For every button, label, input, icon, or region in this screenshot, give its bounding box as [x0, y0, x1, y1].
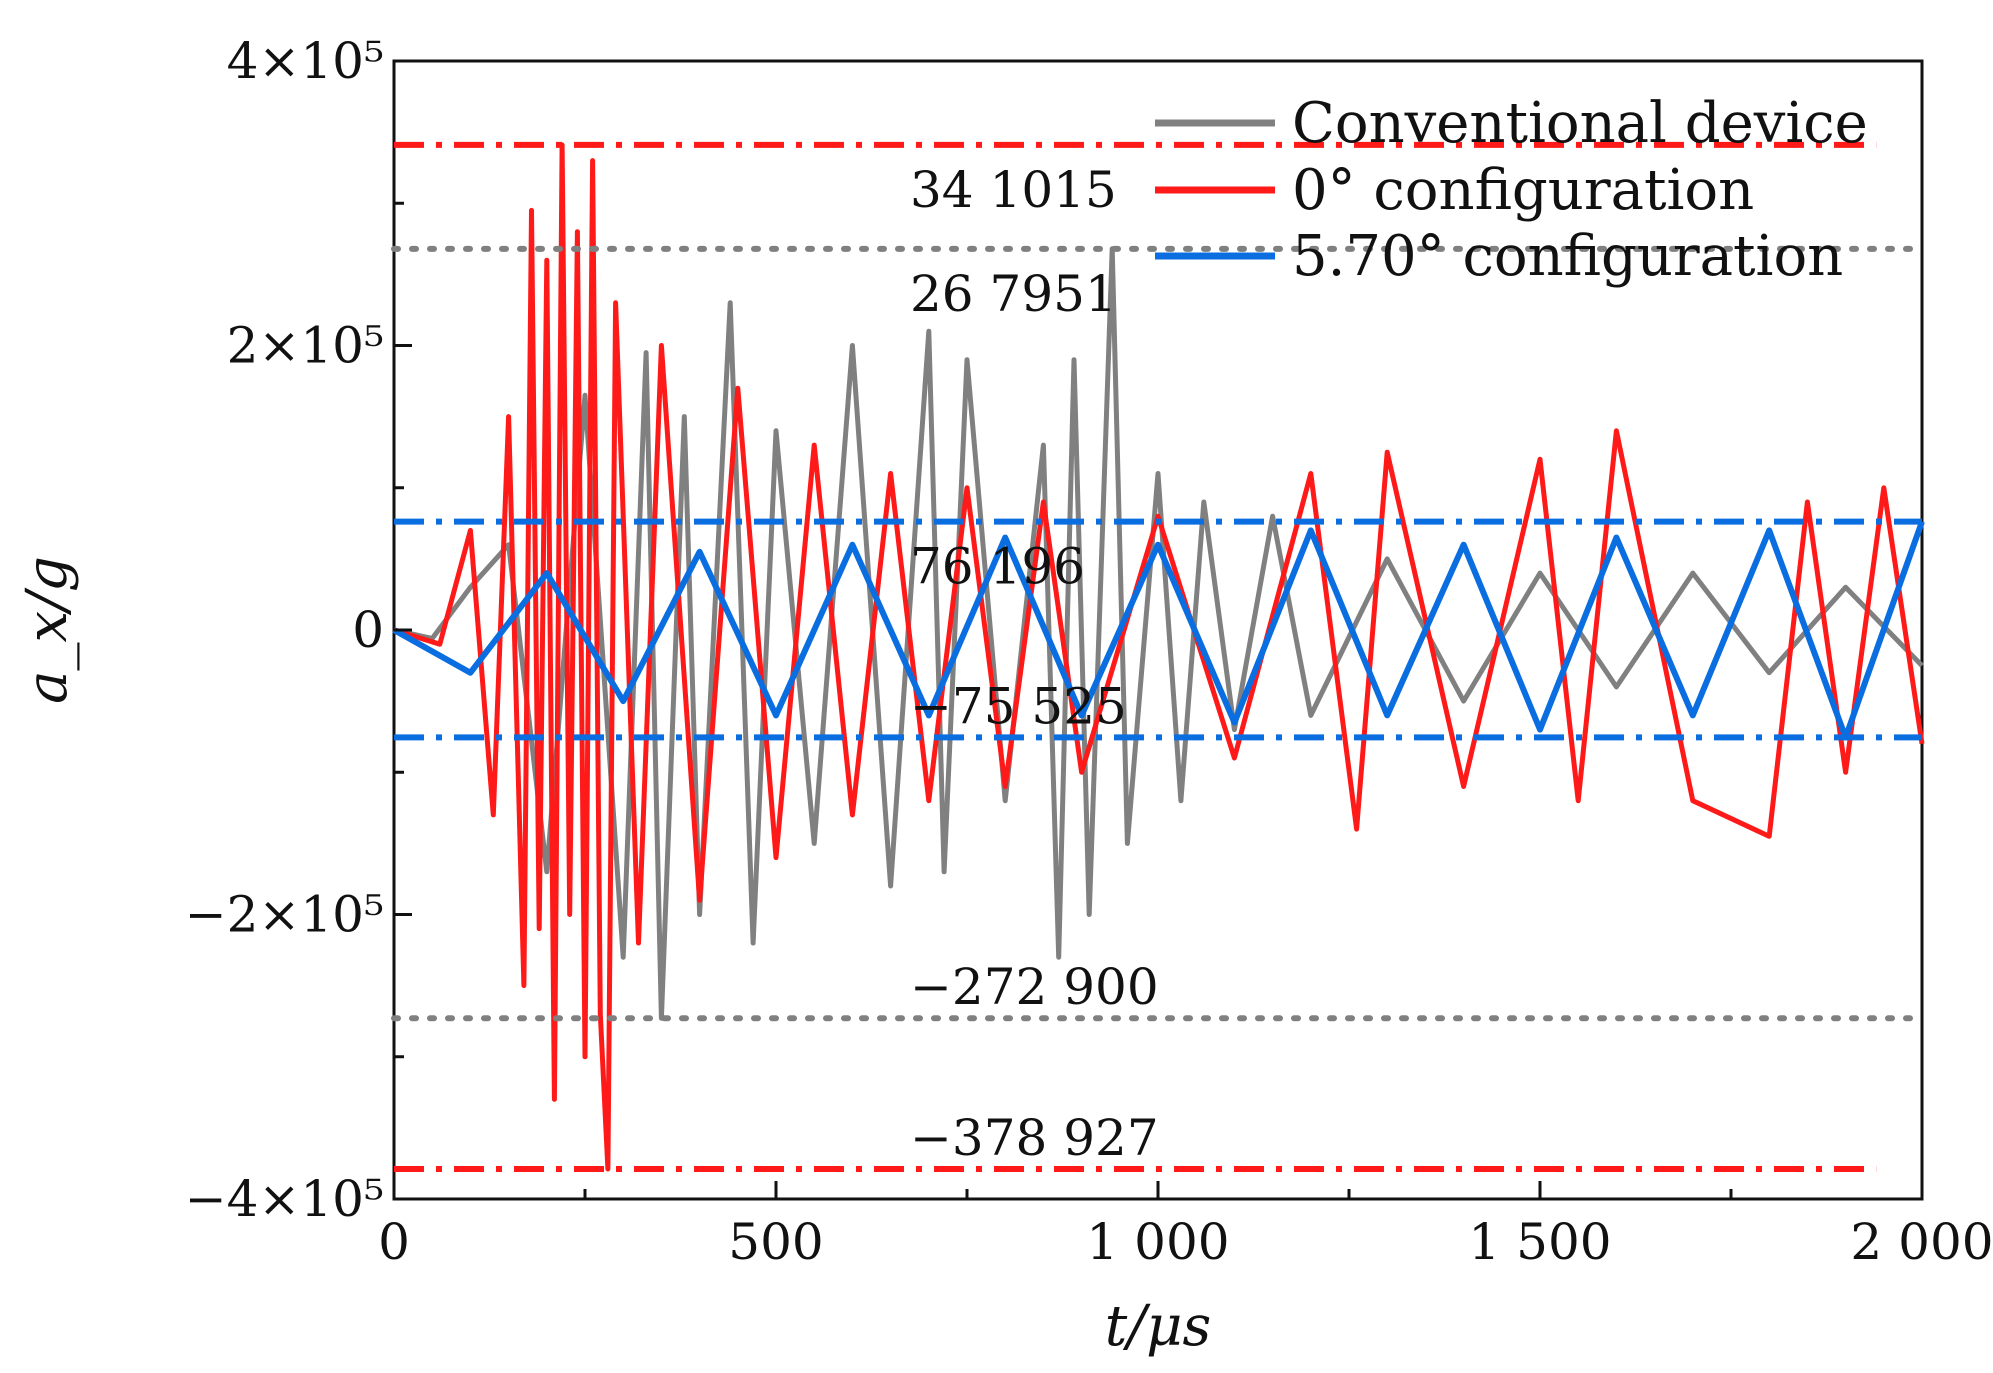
y-tick-label-0: 4×10⁵	[227, 32, 384, 90]
legend-label-5-70deg: 5.70° configuration	[1292, 224, 1843, 289]
y-axis-title: a_x/g	[15, 556, 80, 704]
series-layer	[392, 142, 1925, 1172]
y-tick-label-1: 2×10⁵	[227, 317, 384, 375]
series-line-0	[393, 246, 1924, 1021]
legend-label-conventional: Conventional device	[1292, 91, 1868, 156]
reference-label-1: 26 7951	[910, 265, 1117, 323]
reference-label-4: −272 900	[910, 958, 1159, 1016]
series-line-2	[392, 520, 1925, 741]
x-tick-label-4: 2 000	[1850, 1213, 1993, 1271]
x-tick-label-0: 0	[378, 1213, 410, 1271]
reference-label-2: 76 196	[910, 538, 1085, 596]
reference-lines: 34 1015 26 7951 76 196 −75 525 −272 900 −378 …	[391, 141, 1925, 1173]
legend: Conventional device 0° configuration 5.7…	[1155, 91, 1868, 289]
x-axis-title: t/μs	[1105, 1294, 1212, 1359]
x-tick-label-2: 1 000	[1086, 1213, 1229, 1271]
series-line-1	[393, 142, 1925, 1172]
reference-label-3: −75 525	[910, 677, 1127, 735]
legend-label-0deg: 0° configuration	[1292, 158, 1754, 223]
reference-label-5: −378 927	[910, 1109, 1159, 1167]
axis-ticks: 0 500 1 000 1 500 2 000 4×10⁵ 2×10⁵ 0 −2×10⁵ −4×1…	[185, 32, 1993, 1271]
reference-label-0: 34 1015	[910, 161, 1117, 219]
y-tick-label-3: −2×10⁵	[185, 886, 384, 944]
y-tick-label-4: −4×10⁵	[185, 1170, 384, 1228]
x-tick-label-3: 1 500	[1468, 1213, 1611, 1271]
y-tick-label-2: 0	[352, 601, 384, 659]
x-tick-label-1: 500	[728, 1213, 823, 1271]
